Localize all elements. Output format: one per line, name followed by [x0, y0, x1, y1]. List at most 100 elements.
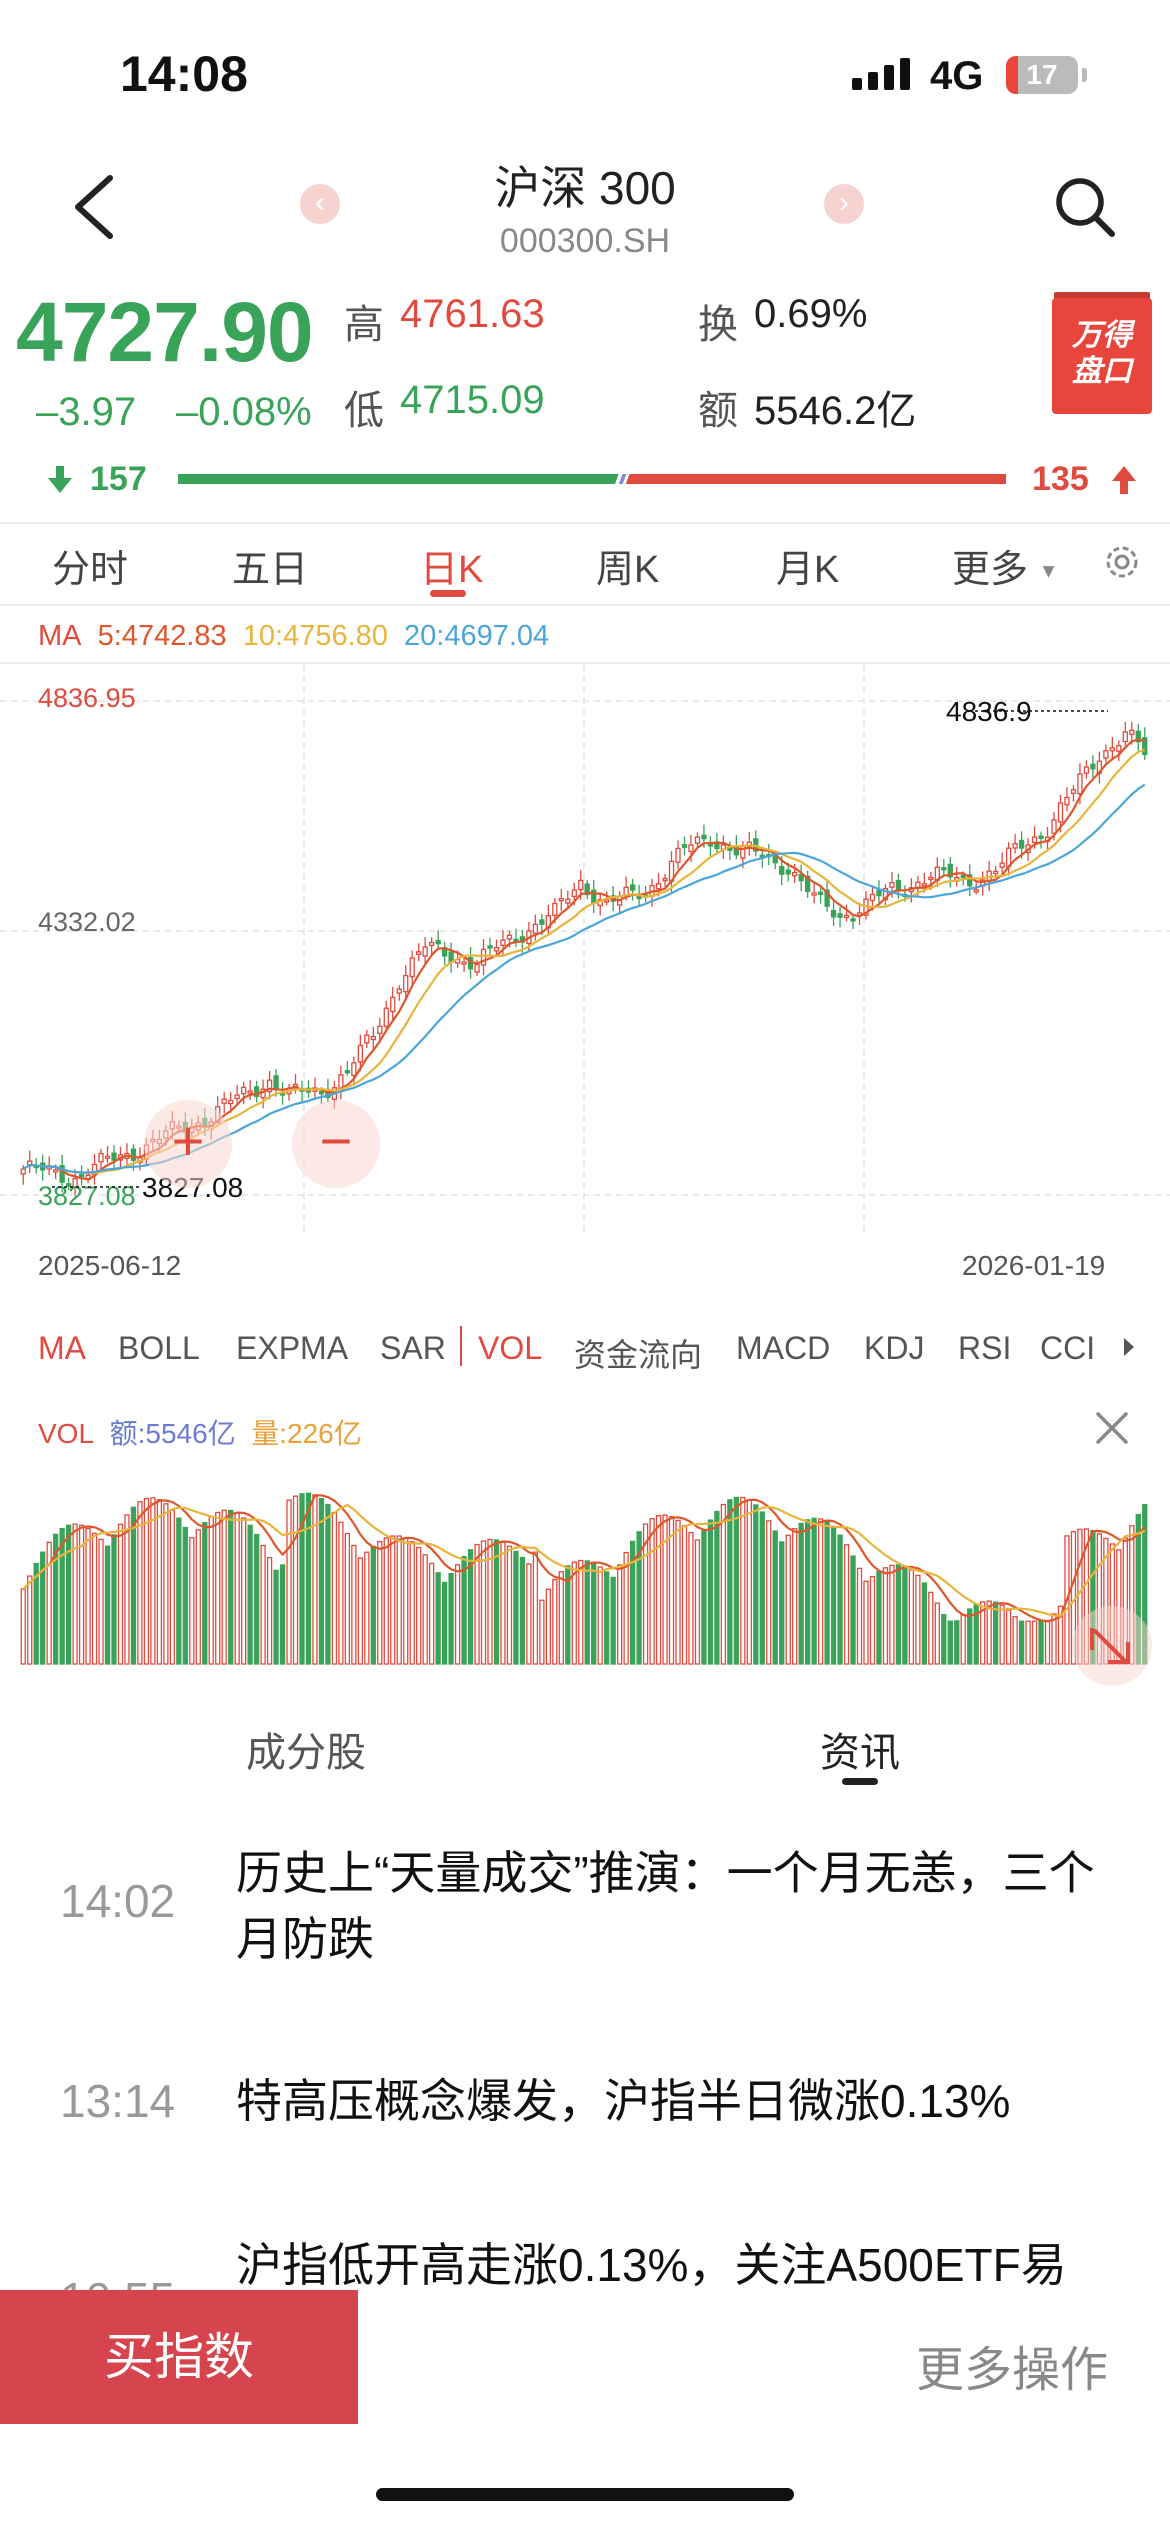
volume-bar	[383, 1537, 389, 1665]
expand-icon[interactable]	[1072, 1606, 1152, 1686]
indicator-tab-cci[interactable]: CCI	[1040, 1330, 1096, 1366]
indicator-tab-macd[interactable]: MACD	[736, 1330, 831, 1366]
decliners-count: 157	[90, 460, 147, 498]
volume-bar	[474, 1543, 480, 1665]
volume-bar	[403, 1537, 409, 1665]
candle-body	[435, 939, 441, 945]
tab-news[interactable]: 资讯	[820, 1731, 900, 1775]
volume-bar	[292, 1495, 299, 1665]
volume-bar	[448, 1572, 454, 1665]
volume-chart[interactable]	[0, 1440, 1170, 1666]
candle-body	[351, 1062, 357, 1077]
network-type: 4G	[930, 54, 984, 98]
candle-body	[500, 939, 506, 947]
candle-body	[1018, 839, 1025, 849]
candle-body	[681, 844, 688, 848]
candle-body	[1051, 819, 1057, 834]
wande-orderbook-button[interactable]: 万得 盘口	[1052, 298, 1152, 414]
vol-qty: 量:226亿	[251, 1418, 362, 1449]
prev-stock-button[interactable]: ‹	[300, 184, 340, 224]
tab-intraday[interactable]: 分时	[52, 549, 129, 591]
back-chevron-icon[interactable]	[66, 172, 122, 242]
volume-bar	[1044, 1620, 1051, 1665]
tab-monthly-k[interactable]: 月K	[776, 549, 840, 591]
indicator-tab-kdj[interactable]: KDJ	[864, 1330, 925, 1366]
indicator-tab-sar[interactable]: SAR	[380, 1330, 446, 1366]
volume-bar	[675, 1519, 681, 1665]
candle-body	[234, 1094, 240, 1100]
candle-body	[409, 957, 415, 978]
news-title[interactable]: 历史上“天量成交”推演：一个月无恙，三个月防跌	[236, 1847, 1095, 1965]
candle-body	[779, 865, 785, 875]
gear-icon[interactable]	[1100, 540, 1144, 584]
volume-bar	[344, 1532, 351, 1665]
search-icon[interactable]	[1052, 174, 1118, 240]
volume-bar	[999, 1604, 1005, 1665]
turnover-value: 0.69%	[754, 292, 868, 336]
volume-bar	[312, 1494, 318, 1665]
indicator-tab-rsi[interactable]: RSI	[958, 1330, 1012, 1366]
volume-bar	[578, 1559, 584, 1665]
kline-chart[interactable]: 4836.95 4332.02 3827.08 4836.9 3827.08	[0, 665, 1170, 1235]
price-change-pct: –0.08%	[176, 390, 312, 434]
y-mid-label: 4332.02	[38, 907, 136, 937]
chevron-right-icon[interactable]	[1122, 1336, 1136, 1358]
indicator-tab-expma[interactable]: EXPMA	[236, 1330, 349, 1366]
close-icon[interactable]	[1092, 1408, 1132, 1448]
candle-body	[1090, 763, 1096, 770]
volume-bar	[960, 1613, 966, 1665]
volume-bar	[824, 1521, 830, 1665]
candle-body	[999, 862, 1005, 868]
indicator-tab-vol[interactable]: VOL	[478, 1330, 543, 1366]
tab-five-day[interactable]: 五日	[232, 549, 309, 591]
indicator-tab-boll[interactable]: BOLL	[118, 1330, 200, 1366]
candle-body	[422, 946, 428, 957]
candle-body	[591, 889, 597, 905]
volume-bar	[597, 1566, 603, 1665]
candle-body	[830, 909, 837, 918]
news-title[interactable]: 特高压概念爆发，沪指半日微涨0.13%	[236, 2075, 1011, 2127]
page-title: 沪深 300	[494, 162, 676, 214]
volume-bar	[273, 1569, 279, 1665]
volume-bar	[707, 1519, 714, 1665]
volume-bar	[811, 1517, 817, 1665]
volume-bar	[234, 1512, 240, 1665]
candle-body	[804, 875, 811, 892]
candle-body	[1031, 836, 1038, 843]
volume-bar	[377, 1540, 383, 1665]
tab-daily-k[interactable]: 日K	[420, 549, 484, 591]
tab-weekly-k[interactable]: 周K	[596, 549, 660, 591]
volume-bar	[642, 1523, 649, 1665]
volume-bar	[934, 1602, 940, 1665]
news-time: 13:14	[60, 2075, 176, 2127]
candle-body	[921, 883, 928, 887]
candle-body	[1083, 766, 1090, 774]
volume-bar	[189, 1537, 195, 1665]
indicator-tab-capital-flow[interactable]: 资金流向	[574, 1337, 703, 1373]
tab-constituents[interactable]: 成分股	[246, 1731, 366, 1775]
volume-bar	[539, 1599, 545, 1665]
ma10-value: 10:4756.80	[242, 620, 388, 652]
news-title[interactable]: 沪指低开高走涨0.13%，关注A500ETF易	[236, 2239, 1067, 2290]
volume-bar	[766, 1520, 772, 1665]
next-stock-button[interactable]: ›	[824, 184, 864, 224]
tab-more[interactable]: 更多 ▼	[952, 538, 1058, 593]
volume-bar	[85, 1527, 91, 1665]
volume-bar	[623, 1551, 629, 1665]
divider	[0, 662, 1170, 664]
buy-index-button[interactable]: 买指数	[0, 2290, 358, 2424]
volume-bar	[338, 1521, 344, 1665]
minus-icon[interactable]: −	[292, 1100, 380, 1188]
vol-label: VOL	[38, 1418, 95, 1449]
volume-bar	[33, 1562, 39, 1665]
indicator-tab-ma[interactable]: MA	[38, 1330, 86, 1366]
candle-body	[52, 1169, 59, 1173]
more-actions-button[interactable]: 更多操作	[916, 2344, 1109, 2397]
status-time: 14:08	[120, 46, 248, 102]
volume-bar	[986, 1600, 992, 1665]
volume-bar	[104, 1545, 111, 1665]
candle-body	[662, 877, 668, 882]
volume-bar	[124, 1514, 130, 1665]
volume-bar	[169, 1509, 176, 1665]
plus-icon[interactable]: +	[144, 1100, 232, 1188]
